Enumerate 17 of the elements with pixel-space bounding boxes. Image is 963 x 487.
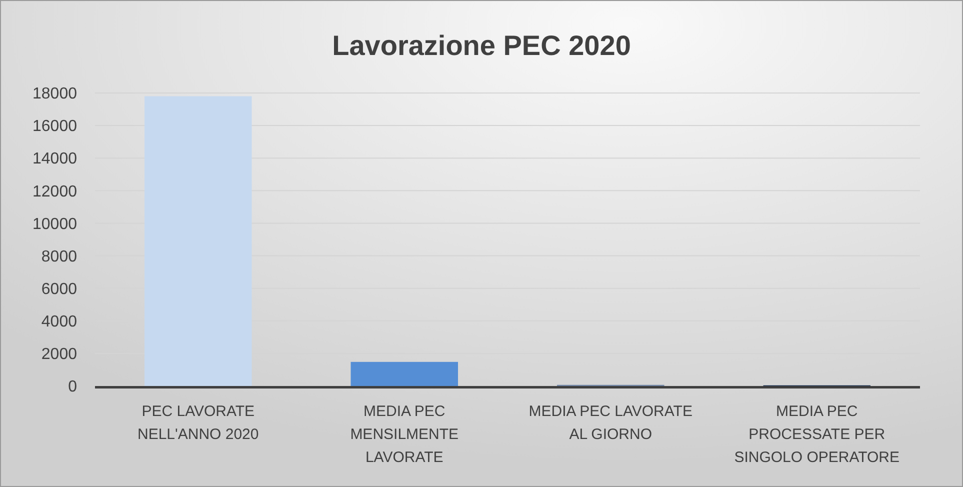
y-tick-label: 12000 xyxy=(32,183,78,200)
y-tick-label: 4000 xyxy=(41,313,78,330)
x-tick-label: MEDIA PEC PROCESSATE PER SINGOLO OPERATORE xyxy=(734,403,900,466)
bar xyxy=(350,362,458,386)
y-tick-label: 0 xyxy=(68,378,78,396)
y-tick-label: 14000 xyxy=(32,150,78,168)
x-tick-label: PEC LAVORATE NELL'ANNO 2020 xyxy=(137,403,259,443)
y-tick-label: 10000 xyxy=(32,216,78,233)
x-tick-label: MEDIA PEC MENSILMENTE LAVORATE xyxy=(350,403,459,466)
y-tick-label: 2000 xyxy=(41,346,78,364)
y-tick-label: 16000 xyxy=(32,118,78,136)
chart-title: Lavorazione PEC 2020 xyxy=(332,30,631,61)
x-tick-label: MEDIA PEC LAVORATE AL GIORNO xyxy=(528,403,692,443)
y-tick-label: 18000 xyxy=(32,86,78,103)
y-tick-label: 8000 xyxy=(41,248,78,266)
y-tick-label: 6000 xyxy=(41,280,78,298)
bar xyxy=(144,96,252,386)
